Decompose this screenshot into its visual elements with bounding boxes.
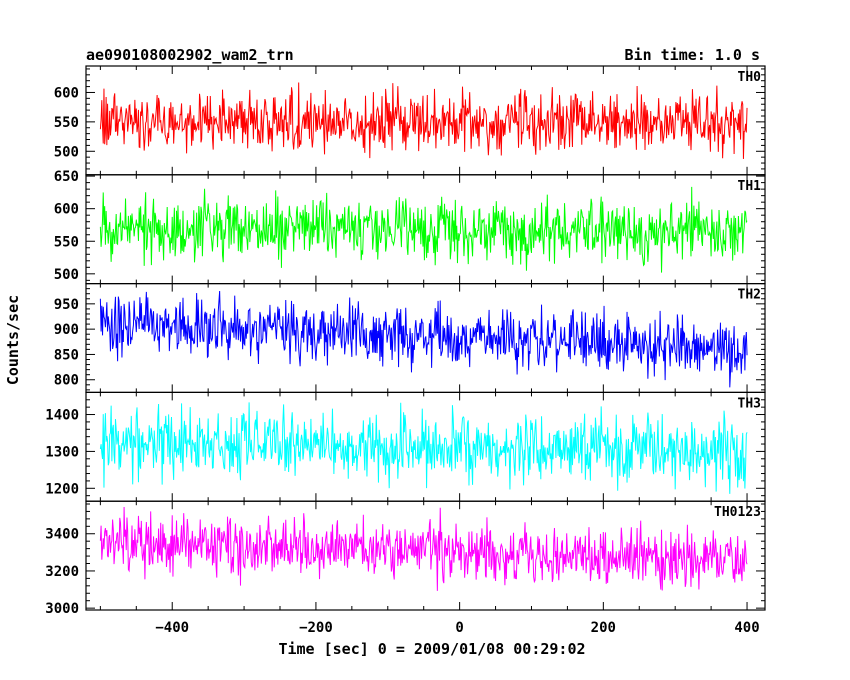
x-tick-label: −400: [155, 620, 189, 636]
y-tick-label: 950: [54, 297, 79, 313]
y-tick-label: 550: [54, 234, 79, 250]
x-axis: −400 −200 0 200 400: [155, 620, 759, 636]
panel-th0: 500 550 600 TH0: [54, 65, 766, 176]
bin-time-label: Bin time: 1.0 s: [625, 46, 760, 64]
y-tick-label: 850: [54, 347, 79, 363]
series-th0-line: [99, 82, 748, 159]
y-tick-label: 1400: [45, 408, 79, 424]
chart-title: ae090108002902_wam2_trn: [86, 46, 294, 64]
x-axis-label: Time [sec] 0 = 2009/01/08 00:29:02: [278, 640, 585, 658]
panel-label-th0123: TH0123: [714, 505, 761, 520]
panels-group: 500 550 600 TH0 500 550 600 650 TH1 800 850 900 950 T…: [45, 65, 766, 617]
series-th0123-line: [99, 506, 748, 591]
panel-label-th1: TH1: [738, 179, 762, 194]
y-tick-label: 600: [54, 85, 79, 101]
y-tick-label: 800: [54, 373, 79, 389]
y-tick-label: 650: [54, 169, 79, 185]
panel-th0123: 3000 3200 3400 TH0123: [45, 500, 766, 617]
panel-th1: 500 550 600 650 TH1: [54, 169, 766, 285]
y-tick-label: 900: [54, 322, 79, 338]
y-tick-label: 600: [54, 202, 79, 218]
series-th1-line: [99, 186, 748, 273]
panel-th3: 1200 1300 1400 TH3: [45, 391, 766, 502]
x-tick-label: 400: [734, 620, 759, 636]
x-tick-label: 200: [591, 620, 616, 636]
y-tick-label: 3200: [45, 564, 79, 580]
y-tick-label: 1200: [45, 481, 79, 497]
panel-label-th0: TH0: [738, 70, 762, 85]
y-tick-label: 1300: [45, 444, 79, 460]
y-tick-label: 3400: [45, 527, 79, 543]
panel-label-th2: TH2: [738, 288, 761, 303]
panel-label-th3: TH3: [738, 396, 761, 411]
series-th3-line: [99, 402, 748, 494]
y-tick-label: 500: [54, 144, 79, 160]
y-tick-label: 500: [54, 267, 79, 283]
y-axis-label: Counts/sec: [4, 295, 22, 385]
x-tick-label: 0: [455, 620, 463, 636]
panel-frame: [85, 65, 766, 176]
x-tick-label: −200: [299, 620, 333, 636]
series-th2-line: [99, 291, 748, 388]
panel-th2: 800 850 900 950 TH2: [54, 283, 766, 394]
y-tick-label: 3000: [45, 601, 79, 617]
y-tick-label: 550: [54, 115, 79, 131]
